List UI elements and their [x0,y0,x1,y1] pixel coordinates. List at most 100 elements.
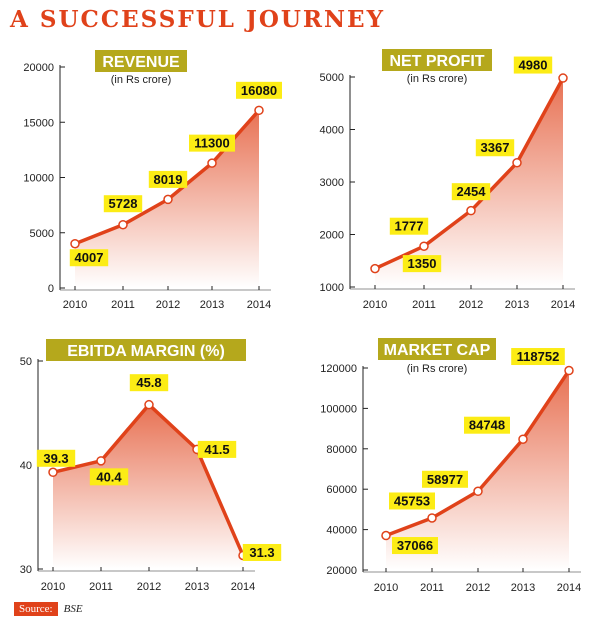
y-tick-label: 2000 [320,230,344,242]
data-point [564,365,574,376]
x-tick-label: 2012 [466,582,490,594]
data-label-box [197,440,237,458]
x-tick-label: 2013 [200,299,224,311]
series-area [75,110,259,288]
data-label: 45.8 [136,375,161,390]
x-tick-label: 2010 [374,582,398,594]
data-point [419,241,429,251]
data-label-box [148,170,188,188]
y-tick-label: 50 [20,356,32,368]
x-tick-label: 2011 [412,299,436,311]
data-label: 1350 [408,256,437,271]
data-point [254,105,264,116]
y-tick-label: 3000 [320,177,344,189]
y-tick-label: 20000 [23,62,54,74]
x-tick-label: 2012 [459,299,483,311]
chart-title-badge [46,339,246,361]
x-tick-label: 2011 [89,581,113,593]
x-tick-label: 2010 [41,581,65,593]
series-area [53,404,243,569]
data-label: 118752 [517,349,560,364]
data-label: 16080 [241,83,277,98]
y-tick-label: 10000 [23,173,54,185]
data-label: 4980 [519,58,548,73]
data-point [381,530,391,541]
chart-title: MARKET CAP [384,342,491,359]
y-tick-label: 120000 [320,363,357,375]
y-tick-label: 30 [20,564,32,576]
data-label: 5728 [109,196,138,211]
data-point [558,73,568,83]
x-tick-label: 2014 [247,299,271,311]
chart-subtitle: (in Rs crore) [407,73,468,85]
x-tick-label: 2014 [551,299,575,311]
x-tick-label: 2011 [420,582,444,594]
y-tick-label: 20000 [326,565,357,577]
x-tick-label: 2010 [363,299,387,311]
y-tick-label: 80000 [326,444,357,456]
data-label-box [189,134,235,152]
data-label: 58977 [427,472,463,487]
data-point [144,399,154,410]
chart-title-badge [382,49,492,71]
data-label-box [36,449,76,467]
data-label: 1777 [395,219,424,234]
y-tick-label: 40000 [326,525,357,537]
series-area [375,78,563,287]
data-label-box [402,255,442,273]
data-label: 4007 [75,250,104,265]
x-tick-label: 2013 [511,582,535,594]
x-tick-label: 2013 [185,581,209,593]
data-label-box [464,416,510,434]
infographic-title: A SUCCESSFUL JOURNEY [10,6,386,33]
data-point [427,513,437,523]
source-note: Source: BSE [14,602,83,616]
x-tick-label: 2012 [137,581,161,593]
data-label-box [236,81,282,99]
data-point [518,434,528,444]
x-tick-label: 2014 [231,581,255,593]
y-tick-label: 15000 [23,117,54,129]
y-tick-label: 100000 [320,403,357,415]
x-tick-label: 2010 [63,299,87,311]
y-tick-label: 60000 [326,484,357,496]
data-label: 8019 [154,172,183,187]
y-tick-label: 5000 [30,228,54,240]
data-label-box [103,195,143,213]
data-point [70,238,80,249]
chart-title-badge [95,50,187,72]
data-label-box [392,537,438,555]
data-label: 84748 [469,418,505,433]
data-label-box [422,470,468,488]
y-tick-label: 4000 [320,125,344,137]
source-label: Source: [14,602,58,616]
y-tick-label: 40 [20,460,32,472]
data-label: 31.3 [249,545,274,560]
data-point [163,194,173,205]
y-tick-label: 1000 [320,282,344,294]
chart-subtitle: (in Rs crore) [407,363,468,375]
data-label: 39.3 [43,451,68,466]
data-label-box [389,217,429,235]
data-label-box [511,348,565,366]
y-tick-label: 5000 [320,72,344,84]
x-tick-label: 2014 [557,582,581,594]
data-label-box [242,543,282,561]
data-label: 2454 [457,184,487,199]
data-point [466,205,476,216]
data-label: 40.4 [96,469,122,484]
data-label: 37066 [397,538,433,553]
data-point [96,456,106,466]
data-label-box [69,249,109,267]
data-point [118,219,128,230]
x-tick-label: 2011 [111,299,135,311]
chart-title: EBITDA MARGIN (%) [67,343,225,360]
data-point [370,263,380,274]
x-tick-label: 2012 [156,299,180,311]
chart-title: NET PROFIT [389,53,484,70]
data-label-box [475,139,515,157]
data-label: 45753 [394,493,430,508]
